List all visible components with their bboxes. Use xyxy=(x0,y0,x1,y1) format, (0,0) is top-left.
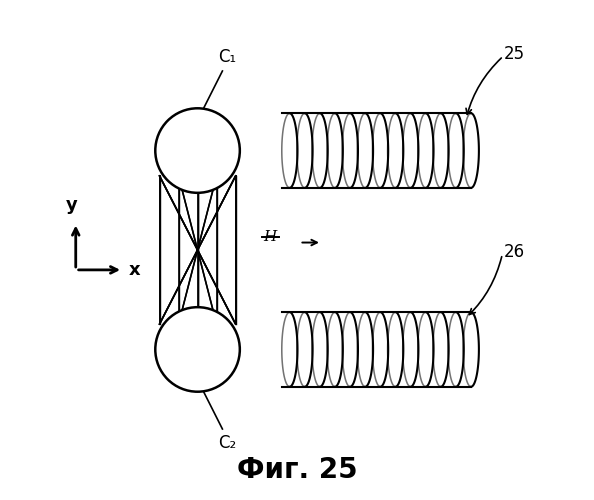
Text: C₂: C₂ xyxy=(218,434,236,452)
Text: Фиг. 25: Фиг. 25 xyxy=(236,456,358,483)
Text: 25: 25 xyxy=(503,44,525,62)
Text: H: H xyxy=(263,230,276,243)
Text: C₁: C₁ xyxy=(219,48,236,66)
Text: x: x xyxy=(129,261,141,279)
Text: y: y xyxy=(66,196,78,214)
Text: 26: 26 xyxy=(503,244,525,262)
Circle shape xyxy=(155,307,240,392)
Circle shape xyxy=(155,108,240,193)
